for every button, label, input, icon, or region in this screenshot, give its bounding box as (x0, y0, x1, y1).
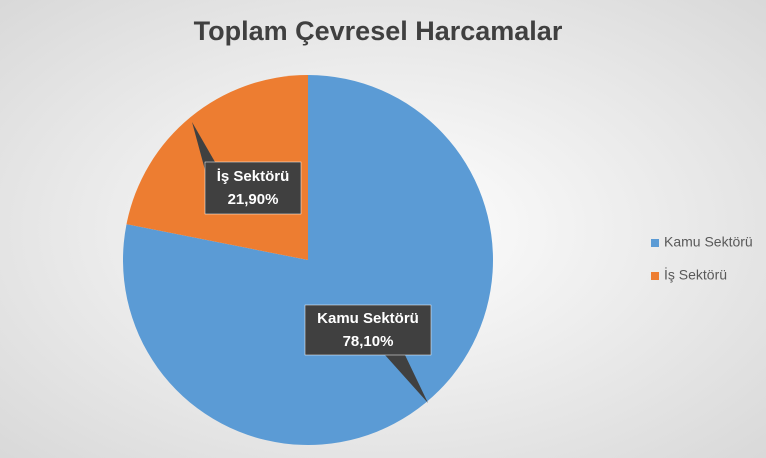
callout-box (204, 161, 302, 215)
chart-title: Toplam Çevresel Harcamalar (194, 16, 563, 46)
callout-pointer (192, 122, 215, 170)
callout-pointer (385, 355, 428, 403)
legend-swatch (651, 272, 659, 280)
callout-box (304, 304, 432, 356)
data-label-category: İş Sektörü (217, 168, 290, 185)
data-label-value: 78,10% (343, 333, 394, 350)
legend-label: İş Sektörü (664, 266, 727, 283)
data-label-value: 21,90% (228, 191, 279, 208)
legend-label: Kamu Sektörü (664, 234, 753, 250)
legend-swatch (651, 239, 659, 247)
data-label-category: Kamu Sektörü (317, 310, 419, 327)
